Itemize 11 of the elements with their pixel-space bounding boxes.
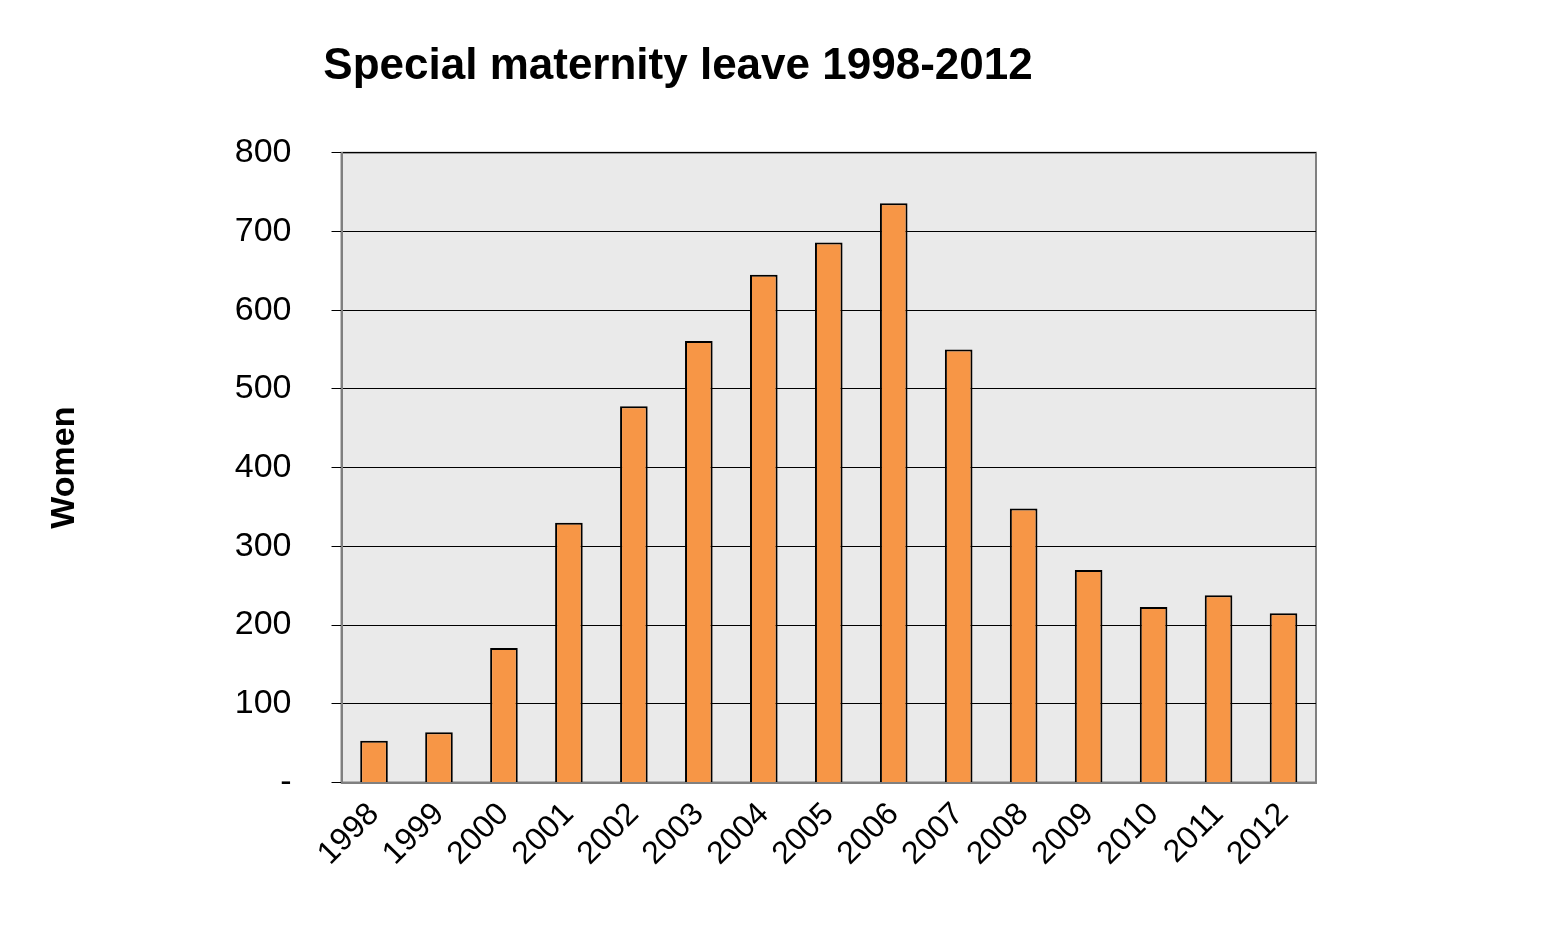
y-tick-label: 400 xyxy=(234,446,292,485)
y-tick-label: 100 xyxy=(234,682,292,721)
y-tick-label: 500 xyxy=(234,367,292,406)
y-axis-title: Women xyxy=(42,406,81,529)
y-tick-label: 800 xyxy=(234,131,292,170)
y-tick-label: 600 xyxy=(234,288,292,327)
y-tick-label: 200 xyxy=(234,603,292,642)
y-tick-label: - xyxy=(280,760,292,799)
y-tick-label: 300 xyxy=(234,524,292,563)
chart-title: Special maternity leave 1998-2012 xyxy=(323,38,1033,88)
y-tick-label: 700 xyxy=(234,209,292,248)
